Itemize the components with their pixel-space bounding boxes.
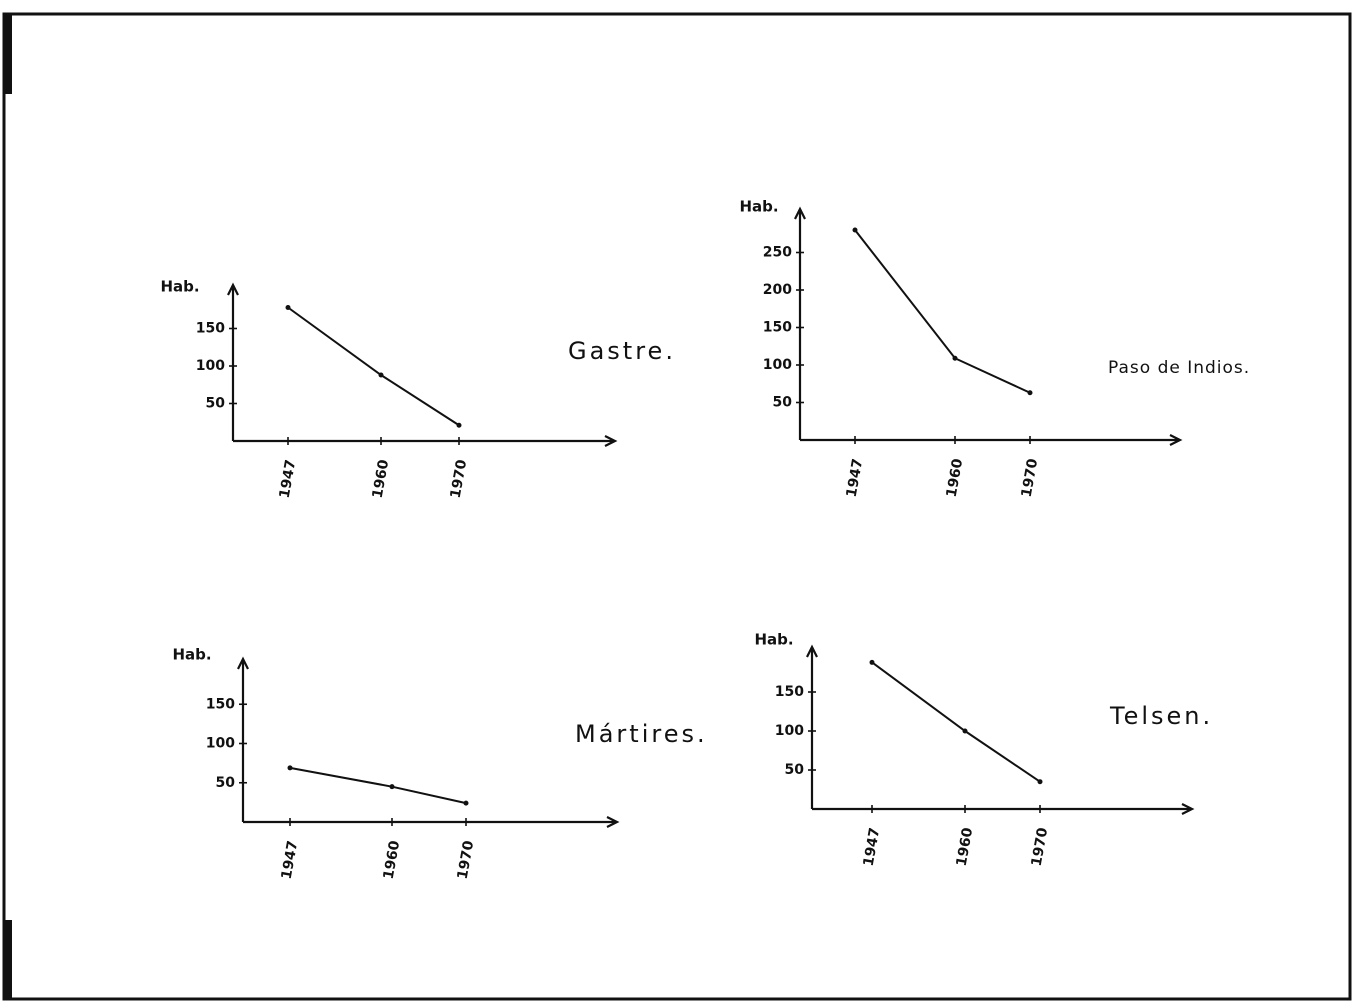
x-axis [800, 434, 1183, 446]
x-tick-label: 1960 [954, 826, 977, 867]
y-tick-label: 50 [785, 762, 805, 778]
y-axis-label: Hab. [172, 646, 211, 664]
y-tick-label: 100 [206, 736, 235, 752]
x-tick-label: 1947 [277, 458, 300, 499]
y-tick-label: 100 [763, 357, 792, 373]
data-point [962, 728, 968, 734]
y-tick-label: 50 [773, 395, 793, 411]
x-tick-label: 1960 [381, 839, 404, 880]
y-axis [237, 656, 249, 822]
data-point [1027, 390, 1033, 396]
x-tick-label: 1970 [455, 839, 478, 880]
data-point [378, 372, 384, 378]
data-point [456, 422, 462, 428]
x-tick-label: 1970 [1019, 457, 1042, 498]
data-point [389, 784, 395, 790]
y-tick-label: 150 [775, 684, 804, 700]
y-tick-label: 200 [763, 282, 792, 298]
data-point [1037, 779, 1043, 785]
y-tick-label: 50 [206, 396, 226, 412]
chart-title: Paso de Indios. [1108, 358, 1250, 378]
x-tick-label: 1960 [370, 458, 393, 499]
scan-edge [4, 920, 12, 1000]
y-axis [794, 206, 806, 440]
y-tick-label: 150 [196, 321, 225, 337]
data-point [287, 765, 293, 771]
y-axis [227, 282, 239, 441]
page-border [2, 12, 1352, 1001]
y-axis-label: Hab. [160, 278, 199, 296]
data-line [289, 766, 467, 805]
x-axis [243, 816, 620, 828]
y-tick-label: 150 [206, 696, 235, 712]
data-point [852, 227, 858, 233]
x-axis [812, 803, 1195, 815]
chart-title: Mártires. [575, 720, 708, 748]
y-axis [806, 644, 818, 809]
y-axis-label: Hab. [754, 631, 793, 649]
x-tick-label: 1970 [1029, 826, 1052, 867]
x-tick-label: 1947 [861, 826, 884, 867]
x-axis [233, 435, 618, 447]
y-tick-label: 100 [775, 723, 804, 739]
scan-edge [4, 14, 12, 94]
y-tick-label: 100 [196, 358, 225, 374]
y-tick-label: 150 [763, 320, 792, 336]
y-tick-label: 250 [763, 245, 792, 261]
data-line [854, 229, 1031, 394]
y-axis-label: Hab. [739, 198, 778, 216]
chart-title: Gastre. [568, 337, 676, 365]
x-tick-label: 1947 [279, 839, 302, 880]
chart-title: Telsen. [1109, 702, 1213, 730]
data-line [287, 306, 460, 427]
x-tick-label: 1970 [448, 458, 471, 499]
data-point [285, 305, 291, 310]
y-tick-label: 50 [216, 775, 236, 791]
data-point [463, 800, 469, 806]
x-tick-label: 1960 [944, 457, 967, 498]
x-tick-label: 1947 [844, 457, 867, 498]
data-line [871, 661, 1041, 783]
data-point [869, 659, 875, 665]
data-point [952, 355, 958, 361]
